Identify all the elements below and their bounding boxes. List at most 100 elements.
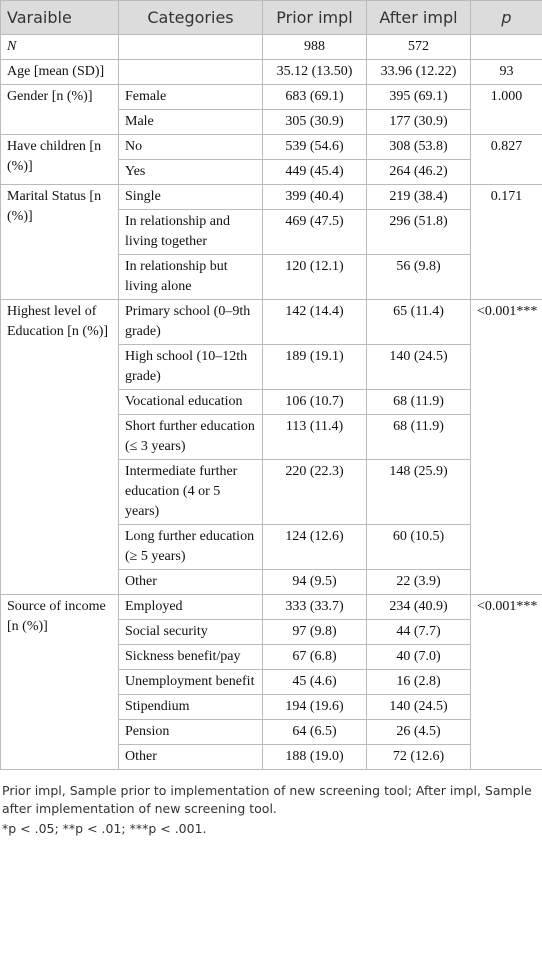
category-cell: In relationship but living alone bbox=[118, 254, 263, 300]
category-cell: Stipendium bbox=[118, 694, 263, 720]
category-cell: In relationship and living together bbox=[118, 209, 263, 255]
prior-cell: 194 (19.6) bbox=[262, 694, 367, 720]
after-cell: 60 (10.5) bbox=[366, 524, 471, 570]
category-cell: Yes bbox=[118, 159, 263, 185]
table-row: Sickness benefit/pay 67 (6.8) 40 (7.0) bbox=[1, 644, 542, 670]
prior-cell: 333 (33.7) bbox=[262, 594, 367, 620]
table-row: Intermediate further education (4 or 5 y… bbox=[1, 459, 542, 525]
after-cell: 40 (7.0) bbox=[366, 644, 471, 670]
prior-cell: 120 (12.1) bbox=[262, 254, 367, 300]
prior-cell: 106 (10.7) bbox=[262, 389, 367, 415]
prior-cell: 124 (12.6) bbox=[262, 524, 367, 570]
data-table: Varaible Categories Prior impl After imp… bbox=[0, 0, 542, 770]
prior-cell: 64 (6.5) bbox=[262, 719, 367, 745]
p-cell: <0.001*** bbox=[470, 594, 542, 770]
footnote: *p < .05; **p < .01; ***p < .001. bbox=[2, 821, 207, 836]
footnote: Prior impl, Sample prior to implementati… bbox=[2, 783, 532, 816]
table-row: Have children [n (%)] No 539 (54.6) 308 (53… bbox=[0, 134, 542, 185]
footnotes: Prior impl, Sample prior to implementati… bbox=[0, 770, 542, 838]
header-cell: After impl bbox=[366, 0, 471, 35]
header-cell: Categories bbox=[118, 0, 263, 35]
category-cell: Single bbox=[118, 184, 263, 210]
after-cell: 22 (3.9) bbox=[366, 569, 471, 595]
after-cell: 308 (53.8) bbox=[366, 134, 471, 160]
prior-cell: 683 (69.1) bbox=[262, 84, 367, 110]
table-header: Varaible Categories Prior impl After imp… bbox=[0, 0, 542, 35]
p-cell: 93 bbox=[470, 59, 542, 85]
table-row: Male 305 (30.9) 177 (30.9) bbox=[1, 109, 542, 135]
variable-cell: Source of income [n (%)] bbox=[0, 594, 119, 770]
p-cell: 0.827 bbox=[470, 134, 542, 185]
prior-cell: 188 (19.0) bbox=[262, 744, 367, 770]
table-row: Gender [n (%)] Female 683 (69.1) 395 (69.1)… bbox=[0, 84, 542, 135]
header-cell: Varaible bbox=[0, 0, 119, 35]
category-cell: High school (10–12th grade) bbox=[118, 344, 263, 390]
prior-cell: 305 (30.9) bbox=[262, 109, 367, 135]
table-row: Yes 449 (45.4) 264 (46.2) bbox=[1, 159, 542, 185]
category-cell: Other bbox=[118, 569, 263, 595]
prior-cell: 220 (22.3) bbox=[262, 459, 367, 525]
after-cell: 72 (12.6) bbox=[366, 744, 471, 770]
category-cell: Long further education (≥ 5 years) bbox=[118, 524, 263, 570]
category-cell bbox=[118, 59, 263, 85]
after-cell: 264 (46.2) bbox=[366, 159, 471, 185]
prior-cell: 539 (54.6) bbox=[262, 134, 367, 160]
category-cell bbox=[118, 34, 263, 60]
category-cell: Intermediate further education (4 or 5 y… bbox=[118, 459, 263, 525]
variable-cell: Highest level of Education [n (%)] bbox=[0, 299, 119, 595]
table-body: N 988 572 Age [mean (SD)] 35.12 (13.50) 33.96… bbox=[0, 34, 542, 770]
category-cell: Social security bbox=[118, 619, 263, 645]
header-row: Varaible Categories Prior impl After imp… bbox=[0, 0, 542, 35]
category-cell: Primary school (0–9th grade) bbox=[118, 299, 263, 345]
after-cell: 234 (40.9) bbox=[366, 594, 471, 620]
after-cell: 148 (25.9) bbox=[366, 459, 471, 525]
after-cell: 177 (30.9) bbox=[366, 109, 471, 135]
table-row: Age [mean (SD)] 35.12 (13.50) 33.96 (12.22… bbox=[0, 59, 542, 85]
after-cell: 572 bbox=[366, 34, 471, 60]
after-cell: 68 (11.9) bbox=[366, 389, 471, 415]
after-cell: 56 (9.8) bbox=[366, 254, 471, 300]
category-cell: Female bbox=[118, 84, 263, 110]
table-row: Marital Status [n (%)] Single 399 (40.4) 21… bbox=[0, 184, 542, 300]
category-cell: Unemployment benefit bbox=[118, 669, 263, 695]
prior-cell: 469 (47.5) bbox=[262, 209, 367, 255]
category-cell: Short further education (≤ 3 years) bbox=[118, 414, 263, 460]
prior-cell: 113 (11.4) bbox=[262, 414, 367, 460]
category-cell: Sickness benefit/pay bbox=[118, 644, 263, 670]
table-row: Other 188 (19.0) 72 (12.6) bbox=[1, 744, 542, 770]
prior-cell: 189 (19.1) bbox=[262, 344, 367, 390]
table-row: Long further education (≥ 5 years) 124 (1… bbox=[1, 524, 542, 570]
after-cell: 16 (2.8) bbox=[366, 669, 471, 695]
table-row: Stipendium 194 (19.6) 140 (24.5) bbox=[1, 694, 542, 720]
after-cell: 68 (11.9) bbox=[366, 414, 471, 460]
category-cell: No bbox=[118, 134, 263, 160]
variable-cell: Have children [n (%)] bbox=[0, 134, 119, 185]
after-cell: 219 (38.4) bbox=[366, 184, 471, 210]
prior-cell: 97 (9.8) bbox=[262, 619, 367, 645]
category-cell: Male bbox=[118, 109, 263, 135]
header-cell: Prior impl bbox=[262, 0, 367, 35]
table-row: Short further education (≤ 3 years) 113 (… bbox=[1, 414, 542, 460]
category-cell: Other bbox=[118, 744, 263, 770]
after-cell: 395 (69.1) bbox=[366, 84, 471, 110]
table-row: Source of income [n (%)] Employed 333 (33.… bbox=[0, 594, 542, 770]
table-row: Social security 97 (9.8) 44 (7.7) bbox=[1, 619, 542, 645]
after-cell: 65 (11.4) bbox=[366, 299, 471, 345]
after-cell: 44 (7.7) bbox=[366, 619, 471, 645]
after-cell: 26 (4.5) bbox=[366, 719, 471, 745]
category-cell: Employed bbox=[118, 594, 263, 620]
table-row: Vocational education 106 (10.7) 68 (11.9) bbox=[1, 389, 542, 415]
variable-cell: N bbox=[0, 34, 119, 60]
prior-cell: 399 (40.4) bbox=[262, 184, 367, 210]
p-cell: <0.001*** bbox=[470, 299, 542, 595]
table-row: Unemployment benefit 45 (4.6) 16 (2.8) bbox=[1, 669, 542, 695]
p-cell: 0.171 bbox=[470, 184, 542, 300]
table-row: Pension 64 (6.5) 26 (4.5) bbox=[1, 719, 542, 745]
prior-cell: 988 bbox=[262, 34, 367, 60]
after-cell: 296 (51.8) bbox=[366, 209, 471, 255]
prior-cell: 67 (6.8) bbox=[262, 644, 367, 670]
after-cell: 33.96 (12.22) bbox=[366, 59, 471, 85]
header-cell: p bbox=[470, 0, 542, 35]
variable-cell: Age [mean (SD)] bbox=[0, 59, 119, 85]
